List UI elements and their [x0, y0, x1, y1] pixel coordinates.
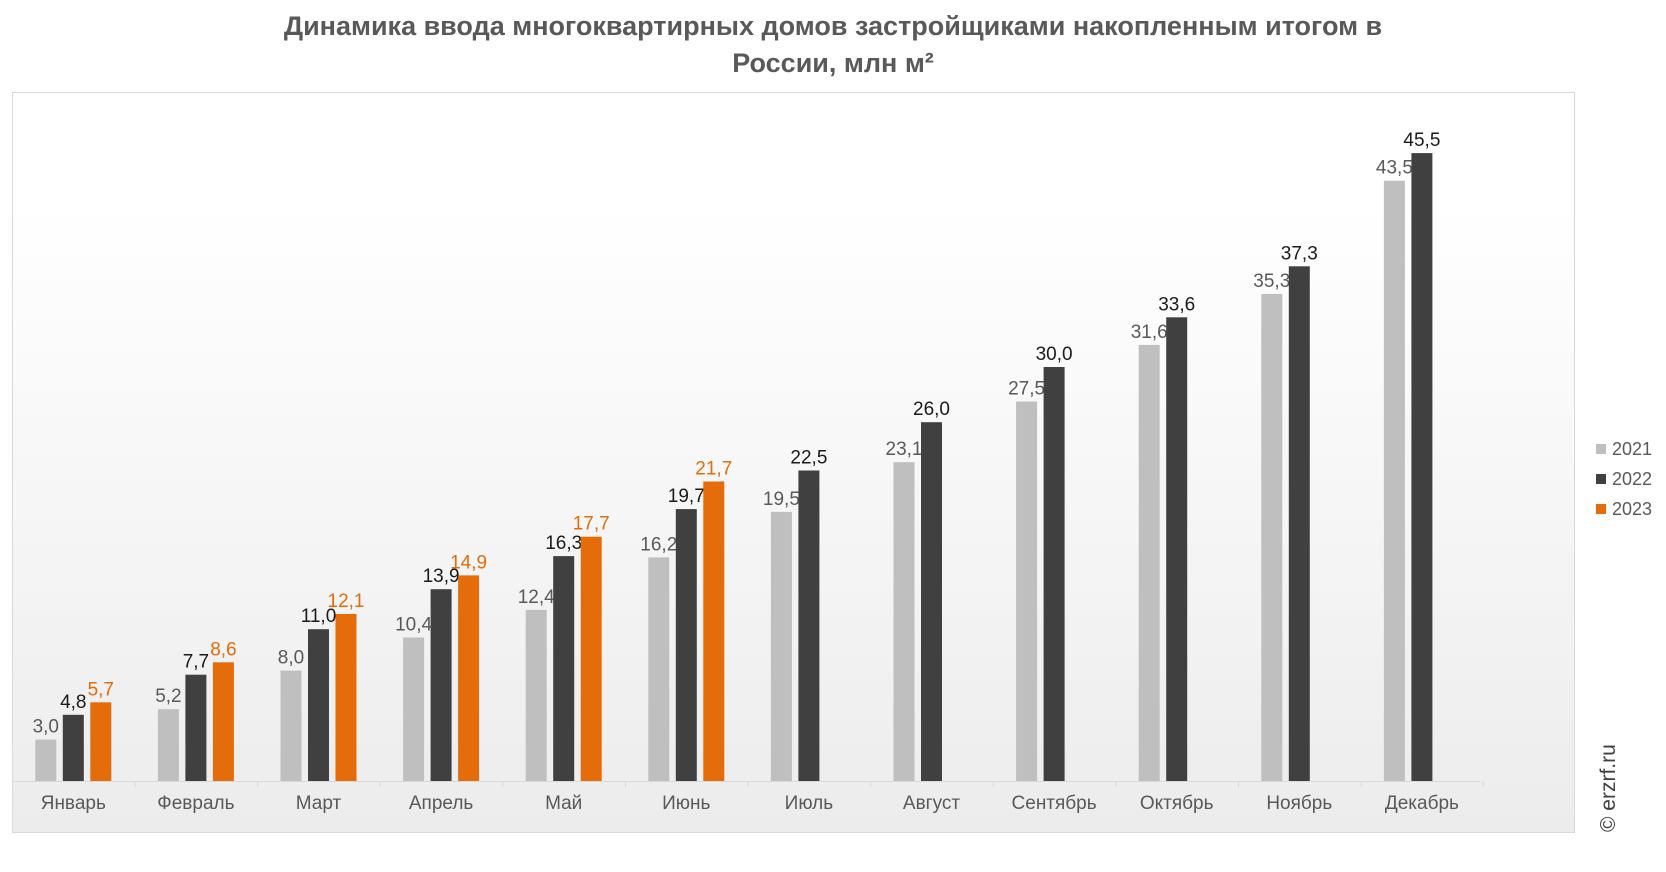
x-tick-label: Июнь [662, 793, 710, 814]
x-tick-label: Октябрь [1140, 793, 1214, 814]
legend-swatch-2021 [1596, 444, 1606, 454]
data-label-2023-4: 14,9 [450, 552, 487, 573]
data-label-2022-2: 7,7 [183, 652, 209, 673]
data-label-2021-6: 16,2 [640, 534, 677, 555]
x-tick-label: Январь [41, 793, 106, 814]
bar-2023-4 [458, 575, 480, 781]
data-label-2021-4: 10,4 [395, 615, 432, 636]
x-tick-label: Декабрь [1385, 793, 1459, 814]
bar-2021-6 [648, 557, 670, 781]
bar-2023-5 [580, 536, 602, 781]
legend-label-2021: 2021 [1612, 438, 1653, 459]
bar-2022-12 [1411, 153, 1433, 782]
chart-title-line-2: России, млн м² [732, 48, 934, 78]
data-label-2021-1: 3,0 [33, 717, 59, 738]
data-label-2022-5: 16,3 [545, 533, 582, 554]
plot-area [12, 92, 1575, 833]
chart-title: Динамика ввода многоквартирных домов зас… [0, 8, 1666, 82]
bar-2022-9 [1043, 367, 1065, 781]
bar-2021-8 [893, 462, 915, 781]
data-label-2021-5: 12,4 [518, 587, 555, 608]
bar-2023-3 [335, 614, 357, 781]
data-label-2023-5: 17,7 [573, 514, 610, 535]
bar-2021-10 [1138, 344, 1160, 781]
data-label-2021-3: 8,0 [278, 648, 304, 669]
legend-item-2021: 2021 [1596, 434, 1652, 464]
bar-2021-4 [403, 637, 425, 781]
data-label-2022-12: 45,5 [1403, 130, 1440, 151]
copyright-text: © erzrf.ru [1597, 744, 1620, 832]
data-label-2023-3: 12,1 [328, 591, 365, 612]
legend-item-2022: 2022 [1596, 464, 1652, 494]
bar-2021-3 [280, 670, 302, 781]
x-tick-label: Апрель [409, 793, 474, 814]
bar-2022-6 [675, 509, 697, 781]
bar-2022-10 [1166, 317, 1188, 781]
bar-2022-5 [553, 556, 575, 781]
data-label-2022-7: 22,5 [790, 448, 827, 469]
data-label-2022-10: 33,6 [1158, 294, 1195, 315]
x-tick-label: Май [545, 793, 582, 814]
bar-2021-9 [1016, 401, 1038, 781]
bar-2021-2 [157, 709, 179, 781]
bar-2021-7 [770, 511, 792, 781]
chart-title-line-1: Динамика ввода многоквартирных домов зас… [283, 11, 1383, 41]
data-label-2023-1: 5,7 [88, 679, 114, 700]
data-label-2022-3: 11,0 [301, 606, 337, 627]
bar-2022-3 [308, 629, 329, 781]
bar-2023-6 [703, 481, 725, 781]
x-tick-label: Июль [785, 793, 834, 814]
bar-2023-2 [212, 662, 234, 781]
bar-2022-4 [430, 589, 452, 781]
x-tick-label: Февраль [157, 793, 234, 814]
bar-2021-12 [1383, 180, 1405, 781]
legend-item-2023: 2023 [1596, 494, 1652, 524]
data-label-2023-6: 21,7 [695, 459, 732, 480]
bar-2022-1 [62, 714, 84, 781]
bar-2022-2 [185, 674, 207, 781]
x-tick-label: Сентябрь [1012, 793, 1097, 814]
legend-swatch-2023 [1596, 504, 1606, 514]
data-label-2022-9: 30,0 [1036, 344, 1073, 365]
data-label-2022-11: 37,3 [1281, 243, 1318, 264]
data-label-2021-8: 23,1 [886, 439, 923, 460]
bar-2023-1 [90, 702, 112, 781]
legend-swatch-2022 [1596, 474, 1606, 484]
x-tick-label: Ноябрь [1266, 793, 1332, 814]
data-label-2021-7: 19,5 [763, 489, 800, 510]
legend-label-2023: 2023 [1612, 498, 1653, 519]
data-label-2022-8: 26,0 [913, 399, 950, 420]
data-label-2021-10: 31,6 [1131, 322, 1168, 343]
data-label-2021-12: 43,5 [1376, 158, 1413, 179]
data-label-2023-2: 8,6 [210, 639, 236, 660]
bar-2021-1 [35, 739, 57, 781]
bar-chart: Январь 3,04,85,7 Февраль 5,27,78,6 Март 8,0 11… [12, 130, 1484, 814]
x-tick-label: Март [296, 793, 342, 814]
data-label-2022-1: 4,8 [60, 692, 86, 713]
bar-2021-11 [1261, 293, 1283, 781]
data-label-2021-2: 5,2 [155, 686, 181, 707]
legend-label-2022: 2022 [1612, 468, 1653, 489]
x-tick-label: Август [903, 793, 960, 814]
bar-2021-5 [525, 609, 547, 781]
data-label-2021-9: 27,5 [1008, 379, 1045, 400]
legend: 2021 2022 2023 [1596, 434, 1652, 524]
bar-2022-7 [798, 470, 820, 781]
data-label-2022-6: 19,7 [668, 486, 705, 507]
bar-2022-11 [1288, 266, 1310, 781]
data-label-2022-4: 13,9 [423, 566, 460, 587]
data-label-2021-11: 35,3 [1253, 271, 1290, 292]
bar-2022-8 [921, 422, 942, 781]
